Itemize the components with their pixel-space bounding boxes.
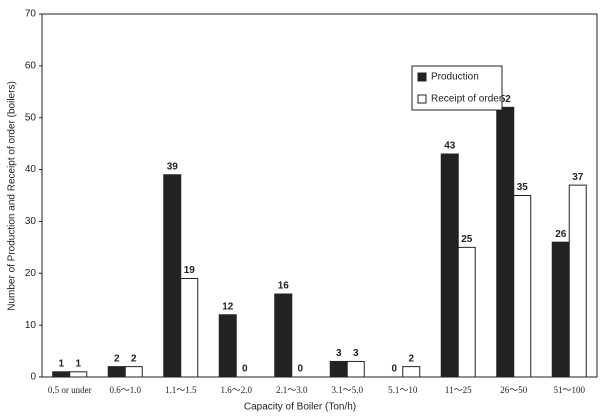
data-label: 25 — [461, 234, 473, 245]
plot-frame — [41, 13, 598, 378]
data-label: 16 — [278, 281, 290, 292]
x-tick-label: 0.5 or under — [48, 385, 92, 395]
data-label: 1 — [75, 358, 81, 369]
y-tick-label: 10 — [25, 320, 37, 331]
x-tick-label: 1.6～2.0 — [220, 385, 252, 395]
legend-swatch — [417, 72, 427, 82]
bar — [52, 371, 71, 378]
x-tick-label: 2.1～3.0 — [276, 385, 308, 395]
x-tick-label: 3.1～5.0 — [331, 385, 363, 395]
bar — [440, 153, 459, 378]
y-tick-label: 30 — [25, 216, 37, 227]
data-label: 39 — [167, 161, 179, 172]
bar — [124, 366, 143, 378]
bar — [274, 293, 293, 378]
legend-box — [411, 65, 503, 111]
bar — [107, 366, 126, 378]
bar — [496, 106, 515, 378]
data-label: 0 — [297, 364, 303, 375]
data-label: 37 — [572, 172, 584, 183]
bar — [551, 241, 570, 378]
x-tick-label: 11～25 — [445, 385, 472, 395]
data-label: 0 — [242, 364, 248, 375]
y-tick-label: 50 — [25, 112, 37, 123]
data-label: 12 — [222, 301, 234, 312]
bar — [163, 174, 182, 378]
bar — [69, 371, 88, 378]
y-tick-label: 0 — [30, 372, 36, 383]
bar — [346, 360, 365, 378]
data-label: 2 — [408, 353, 414, 364]
bar — [402, 366, 421, 378]
x-axis-label: Capacity of Boiler (Ton/h) — [244, 402, 356, 413]
data-label: 0 — [391, 364, 397, 375]
data-label: 2 — [114, 353, 120, 364]
y-tick-label: 70 — [25, 9, 37, 20]
x-tick-label: 51～100 — [553, 385, 585, 395]
data-label: 3 — [336, 348, 342, 359]
bar — [568, 184, 587, 378]
bar — [180, 277, 199, 378]
x-tick-label: 0.6～1.0 — [109, 385, 141, 395]
data-label: 1 — [58, 358, 64, 369]
bar — [513, 195, 532, 378]
data-label: 19 — [184, 265, 196, 276]
y-tick-label: 40 — [25, 164, 37, 175]
legend-label: Receipt of order — [431, 94, 503, 105]
data-label: 26 — [555, 229, 567, 240]
data-label: 2 — [131, 353, 137, 364]
data-label: 35 — [517, 182, 529, 193]
y-axis-label: Number of Production and Receipt of orde… — [7, 81, 18, 311]
y-tick-label: 20 — [25, 268, 37, 279]
x-tick-label: 1.1～1.5 — [165, 385, 197, 395]
x-tick-label: 5.1～10 — [388, 385, 418, 395]
data-label: 52 — [500, 94, 512, 105]
bar — [457, 246, 476, 378]
legend-label: Production — [431, 72, 479, 83]
data-label: 3 — [353, 348, 359, 359]
legend-swatch — [417, 94, 427, 104]
y-tick-label: 60 — [25, 60, 37, 71]
data-label: 43 — [444, 141, 456, 152]
bar — [329, 360, 348, 378]
x-tick-label: 26～50 — [500, 385, 528, 395]
bar — [218, 314, 237, 378]
